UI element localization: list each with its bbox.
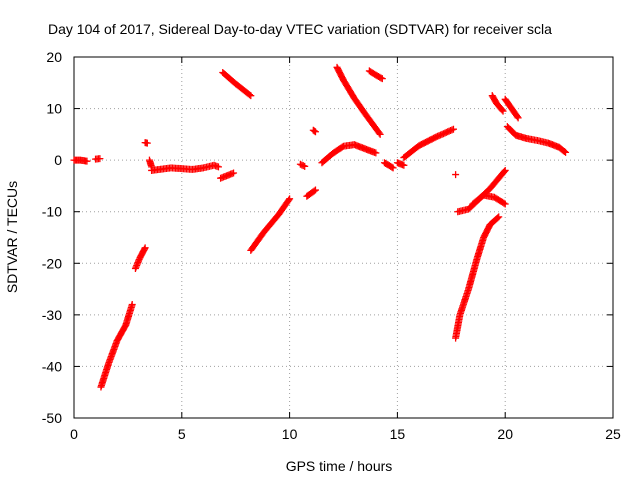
data-series bbox=[309, 126, 319, 136]
data-point bbox=[500, 167, 508, 175]
data-point bbox=[310, 127, 318, 135]
data-series bbox=[318, 141, 380, 167]
data-series bbox=[141, 139, 151, 147]
data-point bbox=[140, 245, 148, 253]
x-tick-label: 5 bbox=[178, 426, 186, 442]
data-point bbox=[562, 148, 570, 156]
data-point bbox=[449, 125, 457, 133]
data-series bbox=[296, 160, 309, 170]
data-point bbox=[143, 139, 151, 147]
data-point bbox=[372, 149, 380, 157]
data-series bbox=[400, 125, 457, 162]
x-tick-label: 15 bbox=[390, 426, 406, 442]
data-point bbox=[96, 155, 104, 163]
grid bbox=[74, 57, 613, 418]
y-tick-label: 20 bbox=[46, 49, 62, 65]
y-axis-label: SDTVAR / TECUs bbox=[4, 181, 20, 293]
data-point bbox=[400, 161, 408, 169]
chart-title: Day 104 of 2017, Sidereal Day-to-day VTE… bbox=[48, 21, 552, 37]
x-tick-label: 0 bbox=[70, 426, 78, 442]
data-point bbox=[377, 74, 385, 82]
data-point bbox=[378, 75, 386, 83]
data-point bbox=[141, 244, 149, 252]
data-series bbox=[70, 156, 91, 165]
data-point bbox=[514, 114, 522, 122]
data-series bbox=[303, 186, 319, 200]
data-point bbox=[246, 91, 254, 99]
data-series bbox=[488, 92, 507, 115]
data-point bbox=[513, 113, 521, 121]
data-series bbox=[380, 159, 397, 172]
data-point bbox=[500, 199, 508, 207]
x-tick-label: 20 bbox=[497, 426, 513, 442]
y-tick-label: 10 bbox=[46, 101, 62, 117]
data-point bbox=[452, 171, 460, 179]
data-point bbox=[388, 163, 396, 171]
data-series bbox=[333, 63, 384, 138]
data-series bbox=[501, 95, 522, 122]
data-point bbox=[501, 166, 509, 174]
data-point bbox=[376, 130, 384, 138]
data-point bbox=[285, 196, 293, 204]
data-point bbox=[301, 162, 309, 170]
data-point bbox=[310, 187, 318, 195]
x-axis-label: GPS time / hours bbox=[286, 458, 393, 474]
ticks: 0 5 10 15 20 25 -50 -40 -30 -20 -10 0 10 20 bbox=[42, 49, 621, 442]
data-point bbox=[83, 157, 91, 165]
data-points bbox=[70, 63, 570, 391]
data-series bbox=[219, 68, 255, 100]
data-series bbox=[131, 244, 149, 272]
data-point bbox=[286, 195, 294, 203]
data-point bbox=[311, 186, 319, 194]
data-series bbox=[452, 213, 503, 342]
plot-frame bbox=[73, 56, 614, 419]
data-series bbox=[148, 161, 222, 174]
y-tick-label: 0 bbox=[54, 152, 62, 168]
data-point bbox=[494, 214, 502, 222]
data-point bbox=[230, 169, 238, 177]
data-point bbox=[560, 148, 568, 156]
data-series bbox=[469, 191, 509, 208]
y-tick-label: -20 bbox=[42, 255, 62, 271]
data-point bbox=[128, 301, 136, 309]
data-series bbox=[503, 123, 570, 156]
data-series bbox=[452, 171, 460, 179]
data-point bbox=[311, 128, 319, 136]
x-tick-label: 25 bbox=[605, 426, 621, 442]
data-series bbox=[247, 195, 294, 254]
data-series bbox=[454, 166, 509, 216]
y-tick-label: -50 bbox=[42, 410, 62, 426]
data-point bbox=[389, 164, 397, 172]
x-tick-label: 10 bbox=[282, 426, 298, 442]
y-tick-label: -10 bbox=[42, 204, 62, 220]
y-tick-label: -30 bbox=[42, 307, 62, 323]
data-series bbox=[217, 169, 238, 182]
data-series bbox=[365, 67, 386, 83]
data-series bbox=[145, 156, 156, 171]
data-point bbox=[501, 200, 509, 208]
data-point bbox=[499, 107, 507, 115]
data-point bbox=[375, 129, 383, 137]
data-series bbox=[92, 155, 104, 163]
data-series bbox=[97, 301, 136, 391]
data-point bbox=[299, 162, 307, 170]
data-point bbox=[214, 163, 222, 171]
y-tick-label: -40 bbox=[42, 358, 62, 374]
data-point bbox=[498, 106, 506, 114]
data-point bbox=[495, 213, 503, 221]
data-point bbox=[247, 92, 255, 100]
data-series bbox=[393, 159, 408, 169]
